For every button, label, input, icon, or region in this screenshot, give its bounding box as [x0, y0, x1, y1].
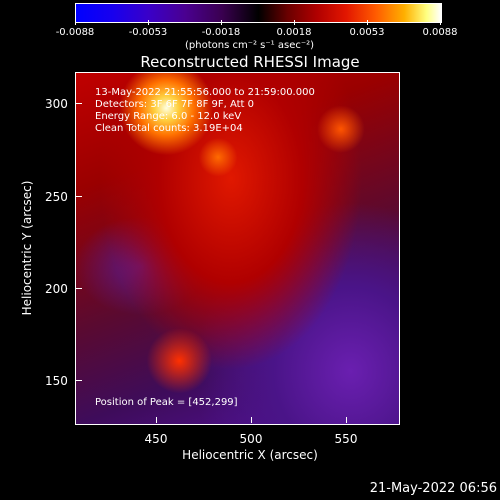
colorbar-tick — [75, 20, 76, 25]
colorbar — [75, 3, 442, 23]
colorbar-label: -0.0053 — [128, 27, 168, 38]
colorbar-tick — [148, 20, 149, 25]
colorbar-label: 0.0053 — [349, 27, 385, 38]
colorbar-label: -0.0088 — [55, 27, 95, 38]
colorbar-tick — [367, 20, 368, 25]
plot-title: Reconstructed RHESSI Image — [140, 53, 360, 71]
y-tick-label: 300 — [45, 97, 68, 111]
x-tick — [346, 417, 347, 423]
time-range-text: 13-May-2022 21:55:56.000 to 21:59:00.000 — [95, 87, 315, 98]
colorbar-tick — [440, 20, 441, 25]
colorbar-units: (photons cm⁻² s⁻¹ asec⁻²) — [185, 40, 315, 51]
x-axis-label: Heliocentric X (arcsec) — [182, 448, 318, 462]
timestamp: 21-May-2022 06:56 — [369, 481, 497, 496]
x-tick-label: 450 — [144, 432, 168, 446]
y-tick — [76, 380, 82, 381]
y-tick — [76, 288, 82, 289]
x-tick-label: 500 — [239, 432, 263, 446]
y-tick-label: 250 — [45, 190, 68, 204]
y-tick — [76, 103, 82, 104]
colorbar-tick — [294, 20, 295, 25]
rhessi-image — [75, 72, 400, 425]
y-tick-label: 200 — [45, 282, 68, 296]
colorbar-label: -0.0018 — [201, 27, 241, 38]
y-axis-label: Heliocentric Y (arcsec) — [20, 180, 34, 316]
x-tick-label: 550 — [334, 432, 358, 446]
clean-counts-text: Clean Total counts: 3.19E+04 — [95, 123, 243, 134]
colorbar-tick — [221, 20, 222, 25]
detectors-text: Detectors: 3F 6F 7F 8F 9F, Att 0 — [95, 99, 255, 110]
x-tick — [156, 417, 157, 423]
x-tick — [251, 417, 252, 423]
y-tick — [76, 196, 82, 197]
y-tick-label: 150 — [45, 374, 68, 388]
colorbar-label: 0.0018 — [276, 27, 312, 38]
energy-range-text: Energy Range: 6.0 - 12.0 keV — [95, 111, 242, 122]
colorbar-label: 0.0088 — [422, 27, 458, 38]
peak-position-text: Position of Peak = [452,299] — [95, 397, 238, 408]
